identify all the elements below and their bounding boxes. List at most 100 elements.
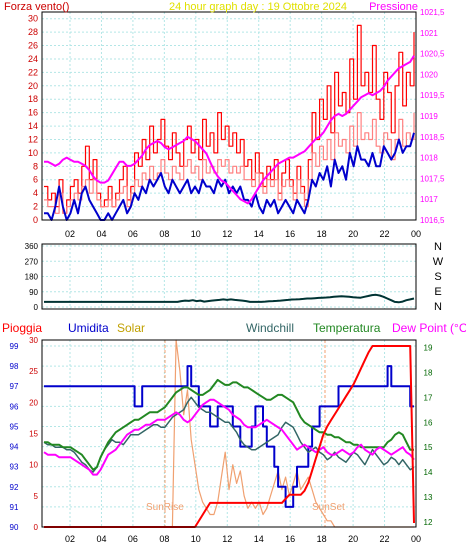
humidity-ytick-97: 97 xyxy=(10,382,19,391)
wind-ytick-20: 20 xyxy=(28,81,38,91)
dewpoint-line xyxy=(43,398,415,476)
legend-dewpoint: Dew Point (°C) xyxy=(392,321,466,335)
legend-temperatura: Temperatura xyxy=(313,321,381,335)
pressure-ylabel: Pressione xyxy=(369,1,418,13)
temp-ytick-16: 16 xyxy=(424,418,433,427)
chart-title: 24 hour graph day : 19 Ottobre 2024 xyxy=(169,1,347,13)
wind-xtick-00: 00 xyxy=(411,229,421,239)
wind-ytick-8: 8 xyxy=(33,161,38,171)
wind-xtick-14: 14 xyxy=(254,229,264,239)
pressure-ytick-1017: 1017 xyxy=(420,195,438,204)
wind-speed-line xyxy=(44,132,415,221)
pressure-ytick-1016,5: 1016,5 xyxy=(420,216,445,225)
direction-frame xyxy=(41,243,417,310)
compass-label-0: N xyxy=(434,241,442,253)
temp-ytick-19: 19 xyxy=(424,343,433,352)
wind-ytick-26: 26 xyxy=(28,41,38,51)
pressure-line xyxy=(44,55,415,205)
wind-ytick-10: 10 xyxy=(28,148,38,158)
weather-right-axis: 12 13 14 15 16 17 18 19 xyxy=(424,343,433,527)
humidity-ytick-93: 93 xyxy=(10,463,19,472)
weather-xtick-00: 00 xyxy=(411,534,421,544)
wind-xtick-22: 22 xyxy=(380,229,390,239)
wind-xtick-04: 04 xyxy=(96,229,106,239)
humidity-ytick-92: 92 xyxy=(10,483,19,492)
pressure-ytick-1021,5: 1021,5 xyxy=(420,8,445,17)
temp-ytick-14: 14 xyxy=(424,468,433,477)
solar-ytick-10: 10 xyxy=(29,461,38,470)
pressure-ytick-1021: 1021 xyxy=(420,29,438,38)
solar-ytick-0: 0 xyxy=(34,523,39,532)
weather-mid-axis: 0 5 10 15 20 25 30 xyxy=(29,336,38,532)
wind-xtick-02: 02 xyxy=(65,229,75,239)
wind-ytick-14: 14 xyxy=(28,121,38,131)
solar-ytick-5: 5 xyxy=(34,492,39,501)
solar-ytick-15: 15 xyxy=(29,430,38,439)
temperature-line xyxy=(44,378,414,471)
legend-solar: Solar xyxy=(117,321,145,335)
direction-series xyxy=(44,293,415,304)
direction-ytick-90: 90 xyxy=(29,288,38,297)
sunrise-label: SunRise xyxy=(146,502,184,513)
wind-ytick-0: 0 xyxy=(33,215,38,225)
wind-ytick-6: 6 xyxy=(33,175,38,185)
temp-ytick-18: 18 xyxy=(424,368,433,377)
weather-panel: 90 91 92 93 94 95 96 97 98 99 0 5 10 15 20 25 30 12 13 14… xyxy=(2,321,466,544)
solar-ytick-20: 20 xyxy=(29,398,38,407)
direction-ytick-270: 270 xyxy=(25,257,39,266)
humidity-ytick-95: 95 xyxy=(10,422,19,431)
wind-ytick-16: 16 xyxy=(28,108,38,118)
weather-left-axis: 90 91 92 93 94 95 96 97 98 99 xyxy=(10,342,19,532)
wind-ytick-30: 30 xyxy=(28,14,38,24)
wind-xtick-08: 08 xyxy=(159,229,169,239)
wind-xtick-20: 20 xyxy=(348,229,358,239)
weather-xtick-20: 20 xyxy=(348,534,358,544)
wind-ylabel: Forza vento() xyxy=(4,1,69,13)
wind-series xyxy=(44,24,415,221)
wind-avg-line xyxy=(44,112,415,214)
wind-ytick-24: 24 xyxy=(28,54,38,64)
wind-xtick-10: 10 xyxy=(191,229,201,239)
weather-xtick-08: 08 xyxy=(159,534,169,544)
wind-xtick-18: 18 xyxy=(317,229,327,239)
compass-label-4: N xyxy=(434,301,442,313)
wind-frame xyxy=(41,11,417,221)
wind-ytick-2: 2 xyxy=(33,202,38,212)
legend-pioggia: Pioggia xyxy=(2,321,42,335)
pressure-ytick-1017,5: 1017,5 xyxy=(420,174,445,183)
weather-xtick-18: 18 xyxy=(317,534,327,544)
direction-left-axis: 0 90 180 270 360 xyxy=(25,242,39,312)
solar-ytick-30: 30 xyxy=(29,336,38,345)
humidity-ytick-98: 98 xyxy=(10,362,19,371)
temp-ytick-15: 15 xyxy=(424,443,433,452)
direction-ytick-0: 0 xyxy=(34,303,39,312)
wind-x-axis: 02 04 06 08 10 12 14 16 18 20 22 00 xyxy=(65,229,421,239)
weather-xtick-12: 12 xyxy=(222,534,232,544)
pressure-ytick-1018: 1018 xyxy=(420,154,438,163)
pressure-ytick-1018,5: 1018,5 xyxy=(420,133,445,142)
wind-xtick-16: 16 xyxy=(285,229,295,239)
pressure-ytick-1020,5: 1020,5 xyxy=(420,50,445,59)
weather-xtick-06: 06 xyxy=(128,534,138,544)
pressure-ytick-1019: 1019 xyxy=(420,112,438,121)
humidity-ytick-91: 91 xyxy=(10,503,19,512)
compass-label-3: E xyxy=(434,286,441,298)
pressure-right-axis: 1016,5 1017 1017,5 1018 1018,5 1019 1019,5 1020… xyxy=(420,8,445,225)
humidity-ytick-90: 90 xyxy=(10,523,19,532)
legend-windchill: Windchill xyxy=(246,321,294,335)
weather-frame xyxy=(41,339,417,528)
temp-ytick-17: 17 xyxy=(424,393,433,402)
wind-xtick-06: 06 xyxy=(128,229,138,239)
weather-xtick-10: 10 xyxy=(191,534,201,544)
wind-ytick-18: 18 xyxy=(28,94,38,104)
humidity-ytick-99: 99 xyxy=(10,342,19,351)
compass-label-2: S xyxy=(434,271,441,283)
compass-label-1: W xyxy=(433,256,444,268)
solar-ytick-25: 25 xyxy=(29,367,38,376)
temp-ytick-12: 12 xyxy=(424,518,433,527)
direction-ytick-360: 360 xyxy=(25,242,39,251)
